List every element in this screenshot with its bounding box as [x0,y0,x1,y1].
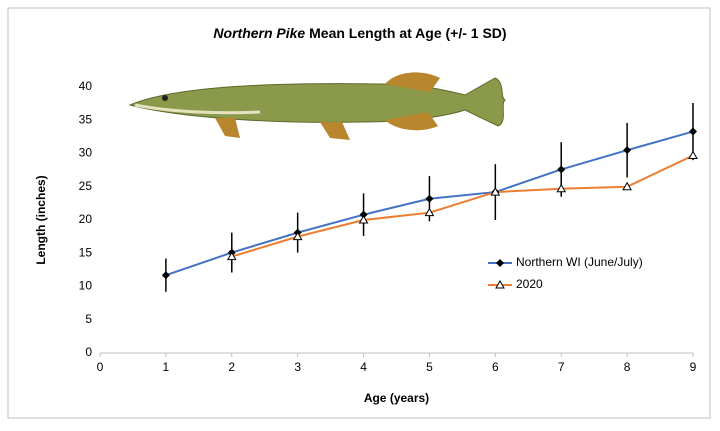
y-tick-label: 25 [79,179,93,193]
data-point [292,231,303,241]
x-axis-label: Age (years) [364,391,429,405]
legend-marker [495,279,505,289]
title-italic: Northern Pike [213,25,305,41]
data-point [358,214,369,224]
series-line [231,154,694,258]
y-tick-label: 30 [79,146,93,160]
legend-marker [496,259,504,267]
x-tick-label: 8 [624,360,631,374]
data-point [689,127,697,136]
x-tick-label: 4 [360,360,367,374]
data-point [623,146,632,155]
data-point [425,194,434,203]
legend-label: 2020 [516,277,543,291]
y-tick-label: 35 [79,112,93,126]
x-tick-label: 5 [426,360,433,374]
data-point [226,251,237,261]
x-tick-label: 6 [492,360,499,374]
x-tick-label: 2 [228,360,235,374]
data-point [161,271,170,280]
y-tick-label: 20 [79,212,93,226]
legend-label: Northern WI (June/July) [516,255,643,269]
y-axis-label: Length (inches) [34,175,48,264]
y-tick-label: 40 [79,79,93,93]
title-text: Mean Length at Age (+/- 1 SD) [309,25,506,41]
chart-border [7,7,711,419]
data-point [622,181,632,191]
y-tick-label: 10 [79,279,93,293]
data-point [688,150,698,159]
y-tick-label: 15 [79,245,93,259]
fish-illustration [128,72,506,140]
x-tick-label: 0 [97,360,104,374]
x-tick-label: 3 [294,360,301,374]
data-point [359,210,368,219]
x-tick-label: 1 [163,360,170,374]
data-point [556,183,567,193]
y-tick-label: 0 [85,345,92,359]
chart-title: Northern Pike Mean Length at Age (+/- 1 … [213,25,506,41]
x-tick-label: 9 [690,360,697,374]
x-tick-label: 7 [558,360,565,374]
data-point [490,187,501,196]
data-point [557,165,566,174]
data-point [424,207,435,217]
y-tick-label: 5 [85,312,92,326]
